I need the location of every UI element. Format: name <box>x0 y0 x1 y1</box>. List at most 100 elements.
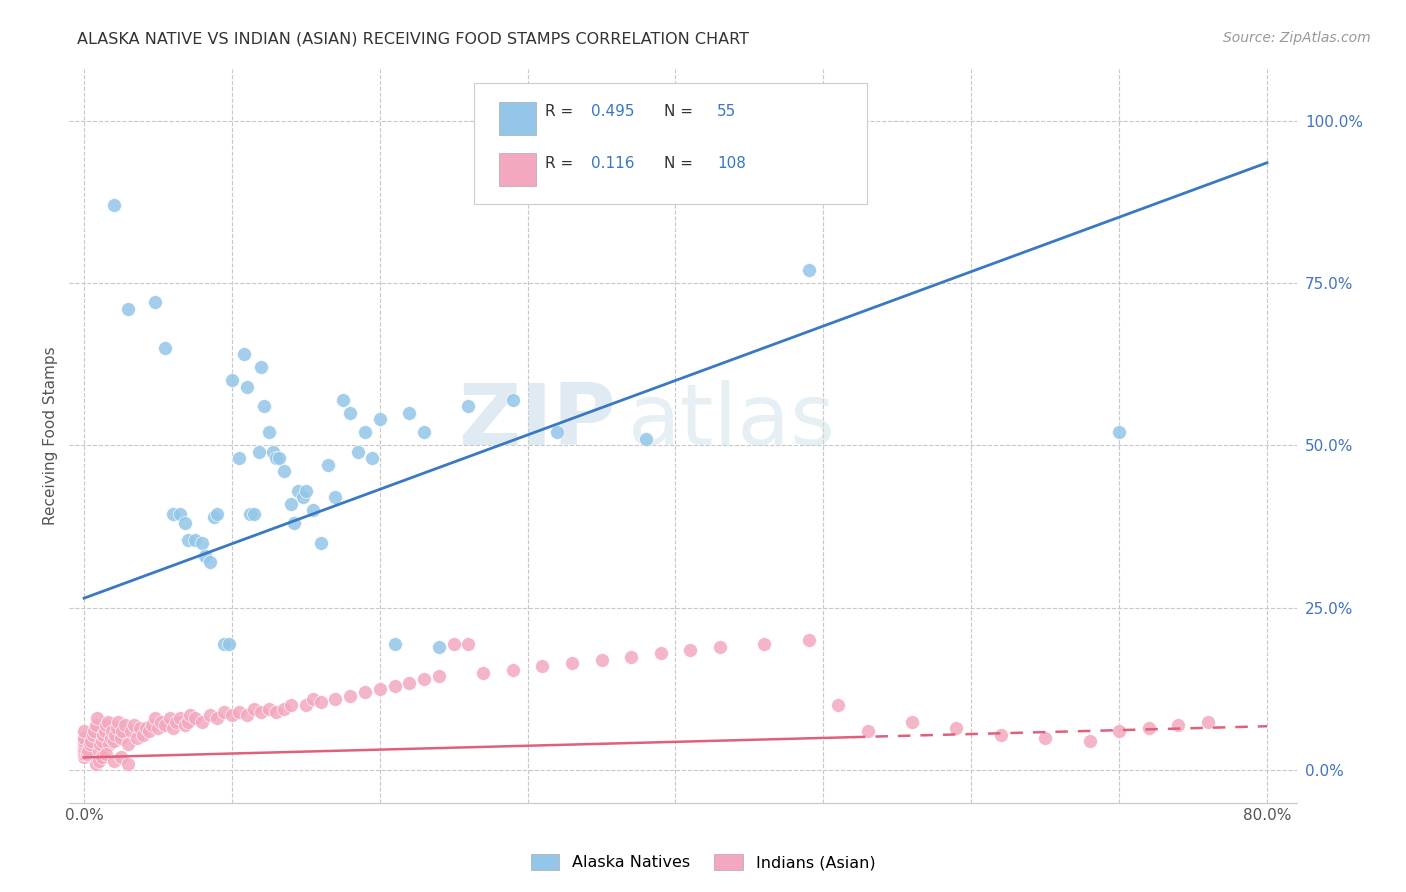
Text: 108: 108 <box>717 156 747 171</box>
Point <box>295 698 318 713</box>
Point <box>90 750 112 764</box>
Point <box>232 347 254 361</box>
Y-axis label: Receiving Food Stamps: Receiving Food Stamps <box>44 346 58 525</box>
Point <box>634 432 657 446</box>
Point <box>273 465 295 479</box>
Point <box>620 649 643 664</box>
Point <box>184 533 207 547</box>
Text: 0.495: 0.495 <box>591 103 634 119</box>
Point <box>361 451 384 466</box>
Point <box>214 637 236 651</box>
Point <box>132 728 155 742</box>
Point <box>221 374 243 388</box>
Point <box>228 451 250 466</box>
Point <box>354 425 377 440</box>
Point <box>368 412 391 426</box>
Point <box>176 714 198 729</box>
Point <box>443 637 465 651</box>
Point <box>531 659 554 673</box>
Point <box>280 497 302 511</box>
Point <box>117 738 139 752</box>
Point <box>239 507 262 521</box>
Point <box>384 679 406 693</box>
Point <box>86 711 108 725</box>
Point <box>291 491 314 505</box>
Point <box>120 724 142 739</box>
Point <box>89 738 111 752</box>
Point <box>205 507 228 521</box>
Point <box>368 682 391 697</box>
Point <box>309 536 332 550</box>
Point <box>103 734 125 748</box>
Point <box>194 549 217 563</box>
FancyBboxPatch shape <box>499 153 536 186</box>
Point <box>502 663 524 677</box>
Point <box>325 692 347 706</box>
Point <box>127 731 149 745</box>
Point <box>502 392 524 407</box>
Point <box>82 728 104 742</box>
Point <box>243 701 266 715</box>
Point <box>253 400 276 414</box>
Point <box>546 425 568 440</box>
Point <box>339 689 361 703</box>
Legend: Alaska Natives, Indians (Asian): Alaska Natives, Indians (Asian) <box>524 847 882 877</box>
Point <box>107 714 129 729</box>
Text: atlas: atlas <box>627 379 835 463</box>
Point <box>73 750 96 764</box>
Point <box>202 510 225 524</box>
Point <box>1137 721 1160 735</box>
Point <box>162 507 184 521</box>
Point <box>243 507 266 521</box>
Point <box>73 734 96 748</box>
Point <box>205 711 228 725</box>
Point <box>901 714 924 729</box>
Point <box>80 734 103 748</box>
Text: R =: R = <box>546 156 578 171</box>
Point <box>76 747 98 761</box>
Point <box>96 718 118 732</box>
Point <box>413 673 436 687</box>
Point <box>679 643 702 657</box>
Point <box>117 301 139 316</box>
Point <box>91 728 114 742</box>
Point <box>218 637 240 651</box>
Point <box>155 718 177 732</box>
Point <box>309 695 332 709</box>
Point <box>117 756 139 771</box>
Point <box>591 653 613 667</box>
Point <box>141 718 163 732</box>
Point <box>287 483 309 498</box>
Point <box>101 724 124 739</box>
Point <box>98 738 121 752</box>
Point <box>650 647 672 661</box>
Point <box>1108 425 1130 440</box>
Point <box>176 533 198 547</box>
Point <box>257 701 280 715</box>
Point <box>316 458 339 472</box>
Point <box>332 392 354 407</box>
Point <box>159 711 181 725</box>
Point <box>198 708 221 723</box>
Point <box>198 556 221 570</box>
Point <box>709 640 731 654</box>
Point <box>221 708 243 723</box>
Point <box>87 754 110 768</box>
Point <box>191 536 214 550</box>
Point <box>73 744 96 758</box>
FancyBboxPatch shape <box>474 83 868 204</box>
Point <box>84 756 107 771</box>
Point <box>73 747 96 761</box>
Point <box>1167 718 1189 732</box>
Point <box>77 744 100 758</box>
Point <box>990 728 1012 742</box>
Point <box>103 754 125 768</box>
Point <box>398 406 420 420</box>
Point <box>100 731 122 745</box>
Point <box>302 503 325 517</box>
Text: R =: R = <box>546 103 578 119</box>
Point <box>96 747 118 761</box>
Point <box>124 718 146 732</box>
Point <box>945 721 967 735</box>
Point <box>257 425 280 440</box>
